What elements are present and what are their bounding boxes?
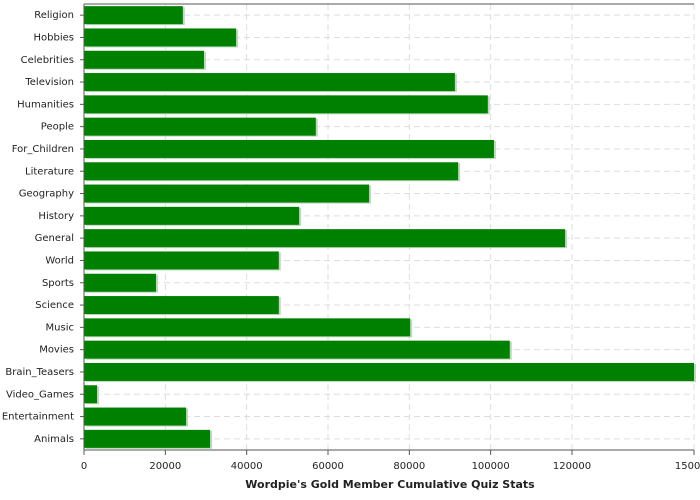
bar (84, 95, 488, 114)
bar (84, 50, 204, 69)
y-tick-label: For_Children (12, 144, 74, 155)
y-tick-label: Celebrities (21, 55, 74, 66)
y-tick-label: Brain_Teasers (5, 367, 74, 378)
bar (84, 318, 411, 337)
bar (84, 296, 279, 315)
x-tick-label: 0 (81, 461, 87, 472)
y-tick-label: Television (24, 77, 74, 88)
y-tick-label: Literature (25, 166, 74, 177)
x-tick-label: 80000 (393, 461, 425, 472)
y-tick-label: Animals (34, 434, 74, 445)
y-tick-label: History (38, 211, 74, 222)
x-tick-label: 100000 (472, 461, 510, 472)
bar (84, 429, 211, 448)
bar (84, 407, 187, 426)
y-tick-label: Geography (19, 189, 74, 200)
bar (84, 73, 455, 92)
y-tick-label: World (45, 255, 74, 266)
y-tick-label: Movies (39, 345, 74, 356)
y-tick-label: Science (35, 300, 74, 311)
x-tick-label: 60000 (312, 461, 344, 472)
x-tick-label: 20000 (149, 461, 181, 472)
y-tick-label: Music (46, 322, 74, 333)
y-tick-label: Humanities (17, 99, 74, 110)
bar (84, 385, 98, 404)
bar (84, 139, 494, 158)
bar (84, 206, 300, 225)
x-tick-label: 40000 (231, 461, 263, 472)
bar (84, 340, 510, 359)
bar (84, 6, 183, 25)
bar (84, 28, 237, 47)
bar (84, 184, 370, 203)
x-axis-title: Wordpie's Gold Member Cumulative Quiz St… (245, 478, 535, 491)
x-tick-label: 120000 (553, 461, 591, 472)
y-tick-label: General (35, 233, 74, 244)
bar (84, 229, 566, 248)
bar (84, 251, 279, 270)
y-tick-label: Religion (34, 10, 74, 21)
x-tick-label: 150000 (675, 461, 700, 472)
y-tick-label: Entertainment (2, 412, 74, 423)
bar (84, 273, 156, 292)
y-tick-label: Hobbies (34, 32, 74, 43)
bar (84, 117, 316, 136)
y-tick-label: People (41, 122, 74, 133)
y-tick-label: Video_Games (6, 389, 74, 400)
y-tick-label: Sports (42, 278, 74, 289)
bar (84, 362, 694, 381)
bar (84, 162, 459, 181)
